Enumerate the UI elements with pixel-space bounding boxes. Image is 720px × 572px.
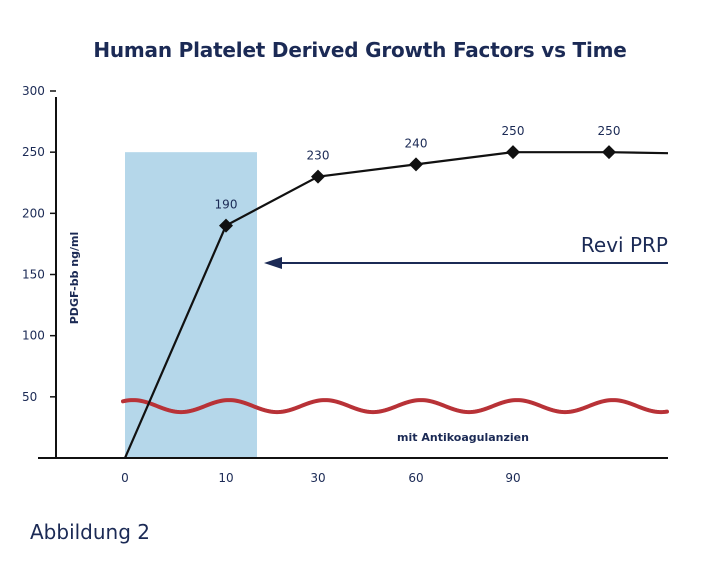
y-tick-label: 250 <box>22 145 45 159</box>
series-antikoagulanzien-wave <box>121 398 669 415</box>
x-tick-label: 30 <box>310 471 325 485</box>
y-tick-label: 300 <box>22 84 45 98</box>
axes-layer: 50 100 150 200 250 300 0 10 30 60 90 <box>22 84 668 485</box>
series-label-antikoagulanzien: mit Antikoagulanzien <box>397 431 529 444</box>
data-value-label: 240 <box>405 136 428 150</box>
data-value-label: 250 <box>502 124 525 138</box>
x-tick-label: 60 <box>408 471 423 485</box>
line-layer <box>123 145 669 459</box>
chart-title: Human Platelet Derived Growth Factors vs… <box>93 38 627 62</box>
growth-factor-chart: 50 100 150 200 250 300 0 10 30 60 90 190 230 240 250 2… <box>22 84 669 485</box>
x-tick-label: 90 <box>505 471 520 485</box>
data-point-marker <box>219 218 233 233</box>
label-layer: 190 230 240 250 250 <box>215 124 621 211</box>
y-axis-label: PDGF-bb ng/ml <box>68 232 81 325</box>
x-tick-label: 0 <box>121 471 129 485</box>
data-point-marker <box>311 169 325 184</box>
y-tick-label: 150 <box>22 268 45 282</box>
annotation-text: Revi PRP <box>581 233 668 257</box>
y-tick-label: 100 <box>22 329 45 343</box>
y-tick-label: 200 <box>22 206 45 220</box>
y-tick-label: 50 <box>22 390 37 404</box>
data-value-label: 250 <box>598 124 621 138</box>
data-point-marker <box>506 145 520 160</box>
annotation-revi-prp: Revi PRP <box>264 233 668 269</box>
data-point-marker <box>409 157 423 172</box>
data-value-label: 230 <box>307 149 330 163</box>
data-value-label: 190 <box>215 198 238 212</box>
wave-layer <box>121 398 669 415</box>
annotation-arrow-head <box>264 257 282 269</box>
figure-caption: Abbildung 2 <box>30 520 151 544</box>
x-tick-label: 10 <box>218 471 233 485</box>
data-point-marker <box>602 145 616 160</box>
